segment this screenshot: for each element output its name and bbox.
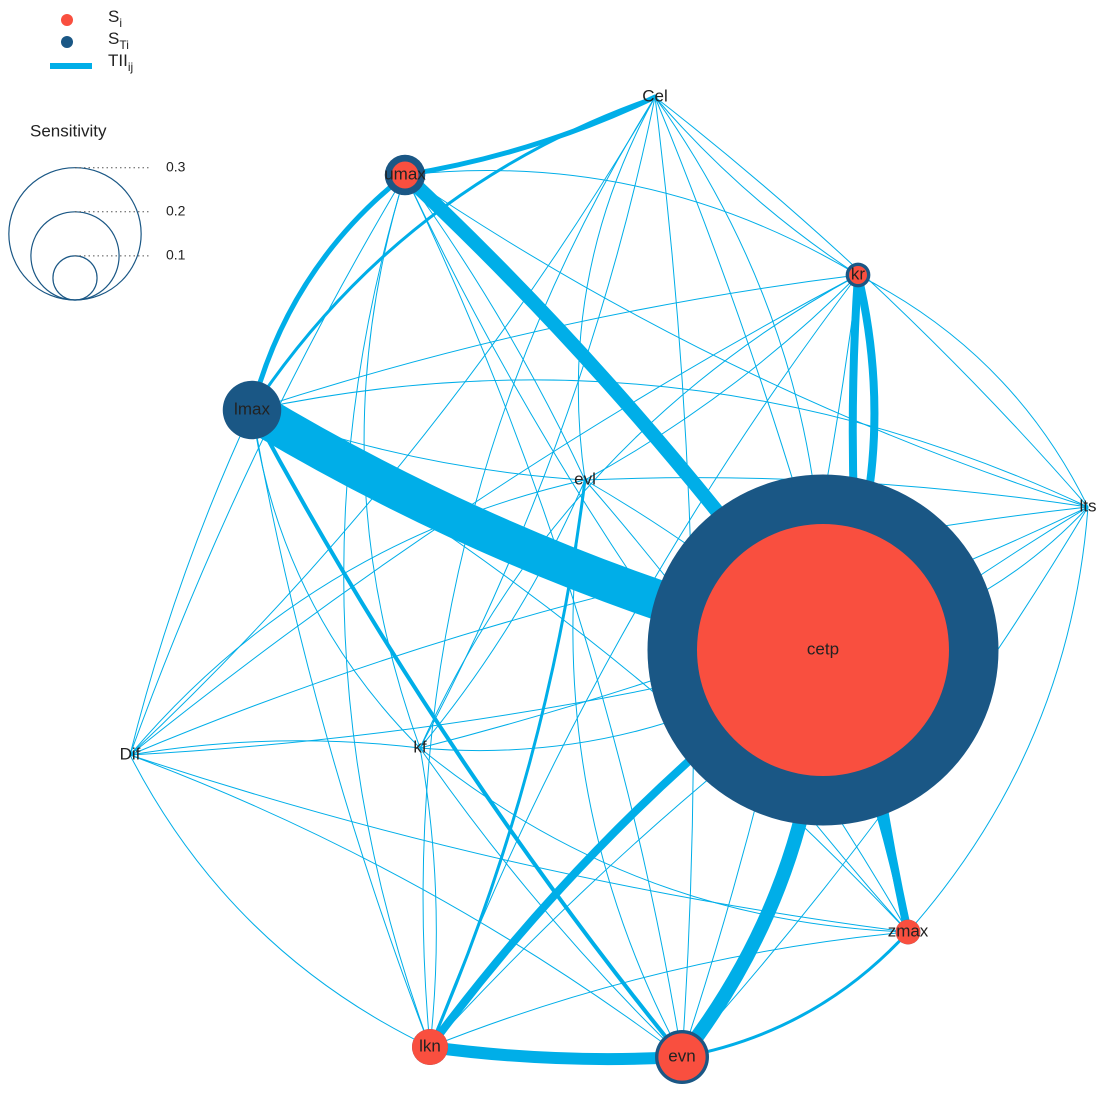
legend-label: Si — [108, 7, 122, 30]
edge — [404, 174, 586, 481]
sensitivity-title: Sensitivity — [30, 121, 107, 140]
edge — [419, 479, 586, 749]
edge — [404, 174, 1089, 508]
node-label: umax — [384, 164, 426, 183]
edge — [343, 174, 431, 1048]
edge — [404, 174, 683, 1058]
node-first-order — [391, 161, 419, 189]
legend-label: TIIij — [108, 51, 133, 74]
edge — [251, 379, 1089, 508]
edge — [654, 96, 859, 276]
edge — [422, 96, 656, 1048]
node-first-order — [895, 919, 921, 945]
edge — [129, 479, 586, 756]
edge — [577, 96, 656, 481]
edge — [424, 1041, 688, 1066]
edge — [249, 172, 408, 413]
node-label: lkn — [419, 1036, 441, 1055]
nodes: Cel umax kr lmax evl lts cetp Dif kf zmax lkn evn — [120, 86, 1097, 1084]
node-label: evn — [668, 1046, 695, 1065]
edge — [584, 274, 859, 481]
node-label: Cel — [642, 86, 668, 105]
node-label: zmax — [888, 921, 929, 940]
edge — [251, 409, 421, 749]
node-total — [222, 380, 282, 440]
scale-circle — [52, 255, 98, 301]
legend-label-sub: Ti — [119, 38, 129, 52]
node-first-order — [697, 524, 949, 776]
edge — [250, 408, 684, 1059]
node-first-order — [849, 266, 867, 284]
edge — [419, 96, 656, 749]
node-first-order — [658, 1033, 706, 1081]
edge — [129, 740, 421, 756]
edge — [419, 747, 909, 933]
edge — [654, 96, 1089, 508]
legend-swatch — [61, 36, 73, 48]
edge — [129, 174, 406, 756]
edge — [680, 930, 910, 1059]
node-label: Dif — [120, 744, 141, 763]
node-label: kf — [413, 737, 427, 756]
scale-label: 0.1 — [166, 247, 186, 263]
edge — [129, 274, 859, 756]
edge — [129, 754, 431, 1048]
edge — [907, 506, 1089, 933]
edges — [129, 94, 1089, 1066]
edge — [419, 274, 859, 749]
edge — [404, 170, 859, 276]
legend-label: STi — [108, 29, 129, 52]
edge — [129, 409, 253, 756]
edge — [129, 754, 683, 1058]
edge — [429, 931, 909, 1048]
legend-label-main: S — [108, 29, 119, 48]
edge — [129, 96, 656, 756]
legend-label-sub: i — [119, 16, 122, 30]
edge — [419, 747, 437, 1048]
node-label: evl — [574, 469, 596, 488]
legend-label-sub: ij — [128, 60, 133, 74]
edge — [402, 94, 658, 178]
legend-swatch — [61, 14, 73, 26]
node-label: kr — [851, 264, 866, 283]
node-label: lts — [1080, 496, 1097, 515]
scale-label: 0.2 — [166, 203, 186, 219]
scale-circle — [8, 167, 142, 301]
node-label: lmax — [234, 399, 270, 418]
node-first-order — [412, 1029, 448, 1065]
scale-label: 0.3 — [166, 158, 186, 174]
node-label: cetp — [807, 639, 839, 658]
edge — [251, 409, 431, 1048]
edge — [129, 754, 909, 933]
legend-label-main: TII — [108, 51, 128, 70]
edge — [857, 274, 1089, 508]
legend-label-main: S — [108, 7, 119, 26]
